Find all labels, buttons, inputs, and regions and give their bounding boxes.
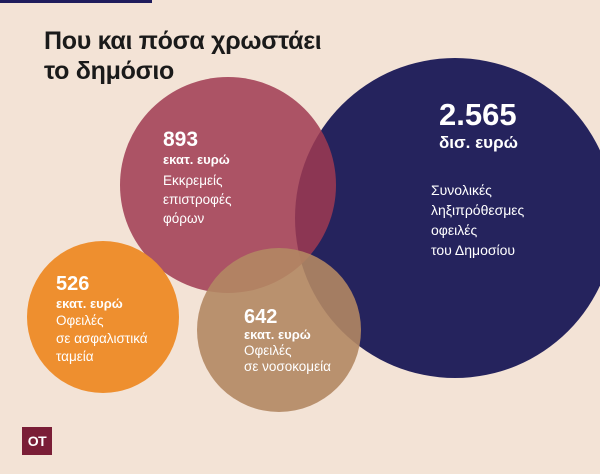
- description-line: σε ασφαλιστικά: [56, 331, 148, 346]
- bubble-insurance: [27, 241, 179, 393]
- insurance-value: 526: [56, 273, 90, 295]
- total-debt-description: Συνολικές ληξιπρόθεσμες οφειλές του Δημο…: [431, 180, 524, 260]
- insurance-unit: εκατ. ευρώ: [56, 296, 123, 311]
- hospitals-unit: εκατ. ευρώ: [244, 327, 311, 342]
- bubble-total: [295, 58, 600, 378]
- top-accent-line: [0, 0, 152, 3]
- title-line-1: Που και πόσα χρωστάει: [44, 27, 322, 55]
- total-debt-label: 2.565 δισ. ευρώ Συνολικές ληξιπρόθεσμες …: [431, 97, 524, 260]
- hospitals-description: Οφειλές σε νοσοκομεία: [244, 343, 331, 375]
- description-line: ταμεία: [56, 349, 94, 364]
- bubble-hospitals: [197, 248, 361, 412]
- total-debt-value: 2.565: [439, 97, 517, 132]
- insurance-description: Οφειλές σε ασφαλιστικά ταμεία: [56, 312, 148, 366]
- tax-refunds-unit: εκατ. ευρώ: [163, 152, 230, 167]
- description-line: του Δημοσίου: [431, 242, 516, 258]
- description-line: ληξιπρόθεσμες: [431, 202, 525, 218]
- description-line: Οφειλές: [56, 313, 104, 328]
- ot-logo: OT: [22, 427, 52, 455]
- title-line-2: το δημόσιο: [44, 57, 174, 85]
- total-debt-unit: δισ. ευρώ: [439, 133, 518, 152]
- description-line: επιστροφές: [163, 192, 232, 207]
- description-line: φόρων: [163, 211, 205, 226]
- bubble-tax-refunds: [120, 77, 336, 293]
- description-line: Οφειλές: [244, 343, 292, 358]
- description-line: Εκκρεμείς: [163, 173, 223, 188]
- tax-refunds-value: 893: [163, 128, 199, 151]
- hospitals-label: 642 εκατ. ευρώ Οφειλές σε νοσοκομεία: [244, 306, 331, 375]
- description-line: Συνολικές: [431, 182, 492, 198]
- tax-refunds-label: 893 εκατ. ευρώ Εκκρεμείς επιστροφές φόρω…: [163, 128, 231, 228]
- hospitals-value: 642: [244, 306, 278, 328]
- tax-refunds-description: Εκκρεμείς επιστροφές φόρων: [163, 171, 231, 228]
- page-title: Που και πόσα χρωστάει το δημόσιο: [44, 26, 344, 86]
- description-line: οφειλές: [431, 222, 478, 238]
- insurance-label: 526 εκατ. ευρώ Οφειλές σε ασφαλιστικά τα…: [56, 273, 148, 366]
- description-line: σε νοσοκομεία: [244, 359, 331, 374]
